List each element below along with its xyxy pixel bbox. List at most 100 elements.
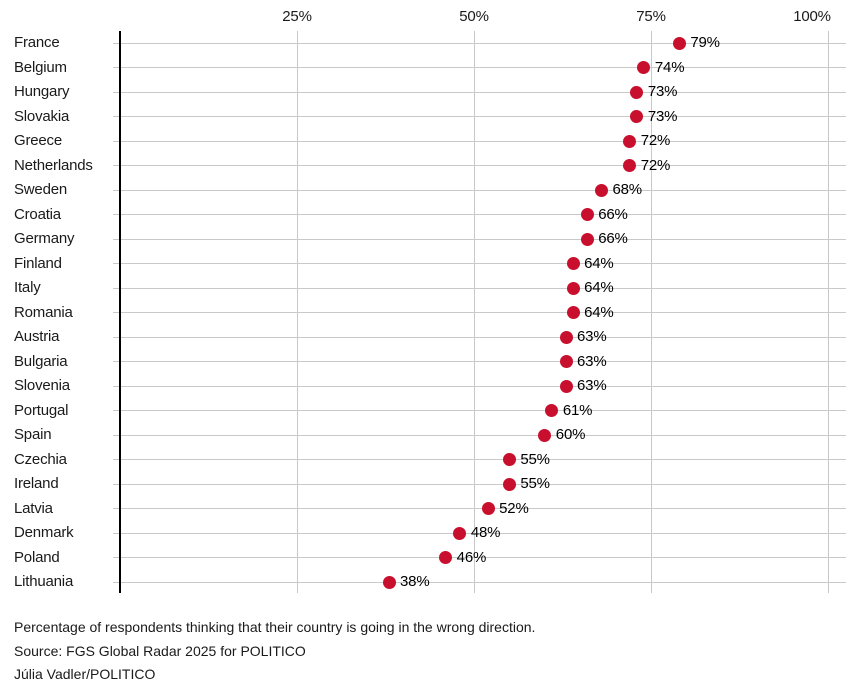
value-label: 46% — [456, 548, 487, 566]
value-label: 73% — [647, 107, 678, 125]
data-point-dot — [481, 502, 495, 515]
country-label: Bulgaria — [14, 352, 68, 370]
country-label: Spain — [14, 426, 52, 443]
value-label: 64% — [584, 303, 614, 321]
y-axis-line — [119, 31, 121, 593]
chart-source: Source: FGS Global Radar 2025 for POLITI… — [14, 643, 306, 659]
data-point-dot — [566, 306, 580, 319]
data-point-dot — [502, 477, 516, 491]
horizontal-gridline — [113, 557, 846, 558]
data-point-dot — [672, 36, 686, 50]
country-label: Belgium — [14, 58, 67, 76]
country-label: Netherlands — [14, 156, 93, 174]
country-label: Slovakia — [14, 107, 70, 125]
data-point-dot — [630, 110, 644, 123]
horizontal-gridline — [113, 165, 846, 166]
horizontal-gridline — [113, 140, 846, 142]
x-tick-label: 75% — [636, 8, 666, 25]
data-point-dot — [566, 257, 580, 270]
x-tick-label: 50% — [459, 8, 489, 25]
chart-note: Percentage of respondents thinking that … — [14, 619, 536, 635]
value-label: 48% — [470, 524, 501, 541]
value-label: 60% — [555, 426, 586, 443]
value-label: 64% — [584, 279, 614, 296]
data-point-dot — [594, 183, 608, 197]
country-label: Poland — [14, 548, 60, 566]
data-point-dot — [623, 134, 637, 148]
value-label: 64% — [584, 254, 614, 272]
country-label: Greece — [14, 132, 62, 149]
value-label: 74% — [654, 58, 685, 76]
data-point-dot — [637, 61, 651, 74]
country-label: Austria — [14, 328, 60, 345]
horizontal-gridline — [113, 483, 846, 485]
value-label: 66% — [598, 205, 628, 223]
horizontal-gridline — [113, 91, 846, 93]
data-point-dot — [559, 330, 573, 344]
horizontal-gridline — [113, 214, 846, 215]
value-label: 52% — [499, 499, 529, 517]
value-label: 66% — [598, 230, 628, 247]
data-point-dot — [623, 159, 637, 172]
data-point-dot — [538, 428, 552, 442]
value-label: 55% — [520, 450, 550, 468]
country-label: Czechia — [14, 450, 67, 468]
data-point-dot — [566, 281, 580, 295]
x-tick-label: 100% — [793, 8, 831, 25]
country-label: Ireland — [14, 475, 59, 492]
x-tick-label: 25% — [282, 8, 312, 25]
data-point-dot — [545, 404, 559, 417]
data-point-dot — [382, 575, 396, 589]
chart-credit: Júlia Vadler/POLITICO — [14, 666, 156, 682]
value-label: 63% — [577, 377, 607, 394]
horizontal-gridline — [113, 361, 846, 362]
data-point-dot — [559, 379, 573, 393]
data-point-dot — [439, 551, 453, 564]
value-label: 72% — [640, 132, 671, 149]
horizontal-gridline — [113, 336, 846, 338]
horizontal-gridline — [113, 581, 846, 583]
value-label: 63% — [577, 328, 607, 345]
horizontal-gridline — [113, 312, 846, 313]
horizontal-gridline — [113, 67, 846, 68]
value-label: 61% — [562, 401, 593, 419]
country-label: Italy — [14, 279, 41, 296]
horizontal-gridline — [113, 42, 846, 44]
country-label: Lithuania — [14, 573, 74, 590]
horizontal-gridline — [113, 189, 846, 191]
horizontal-gridline — [113, 116, 846, 117]
horizontal-gridline — [113, 508, 846, 509]
horizontal-gridline — [113, 532, 846, 534]
value-label: 38% — [400, 573, 430, 590]
value-label: 63% — [577, 352, 607, 370]
value-label: 72% — [640, 156, 671, 174]
data-point-dot — [580, 232, 594, 246]
horizontal-gridline — [113, 434, 846, 436]
horizontal-gridline — [113, 238, 846, 240]
country-label: Portugal — [14, 401, 69, 419]
country-label: Germany — [14, 230, 75, 247]
horizontal-gridline — [113, 385, 846, 387]
horizontal-gridline — [113, 459, 846, 460]
country-label: France — [14, 34, 60, 51]
horizontal-gridline — [113, 263, 846, 264]
country-label: Slovenia — [14, 377, 70, 394]
data-point-dot — [453, 526, 467, 540]
country-label: Finland — [14, 254, 62, 272]
data-point-dot — [559, 355, 573, 368]
country-label: Latvia — [14, 499, 53, 517]
country-label: Sweden — [14, 181, 68, 198]
country-label: Croatia — [14, 205, 61, 223]
horizontal-gridline — [113, 410, 846, 411]
country-label: Romania — [14, 303, 73, 321]
horizontal-gridline — [113, 287, 846, 289]
value-label: 68% — [612, 181, 642, 198]
country-label: Hungary — [14, 83, 70, 100]
data-point-dot — [630, 85, 644, 99]
value-label: 73% — [647, 83, 678, 100]
value-label: 55% — [520, 475, 550, 492]
data-point-dot — [502, 453, 516, 466]
country-label: Denmark — [14, 524, 74, 541]
value-label: 79% — [690, 34, 720, 51]
data-point-dot — [580, 208, 594, 221]
